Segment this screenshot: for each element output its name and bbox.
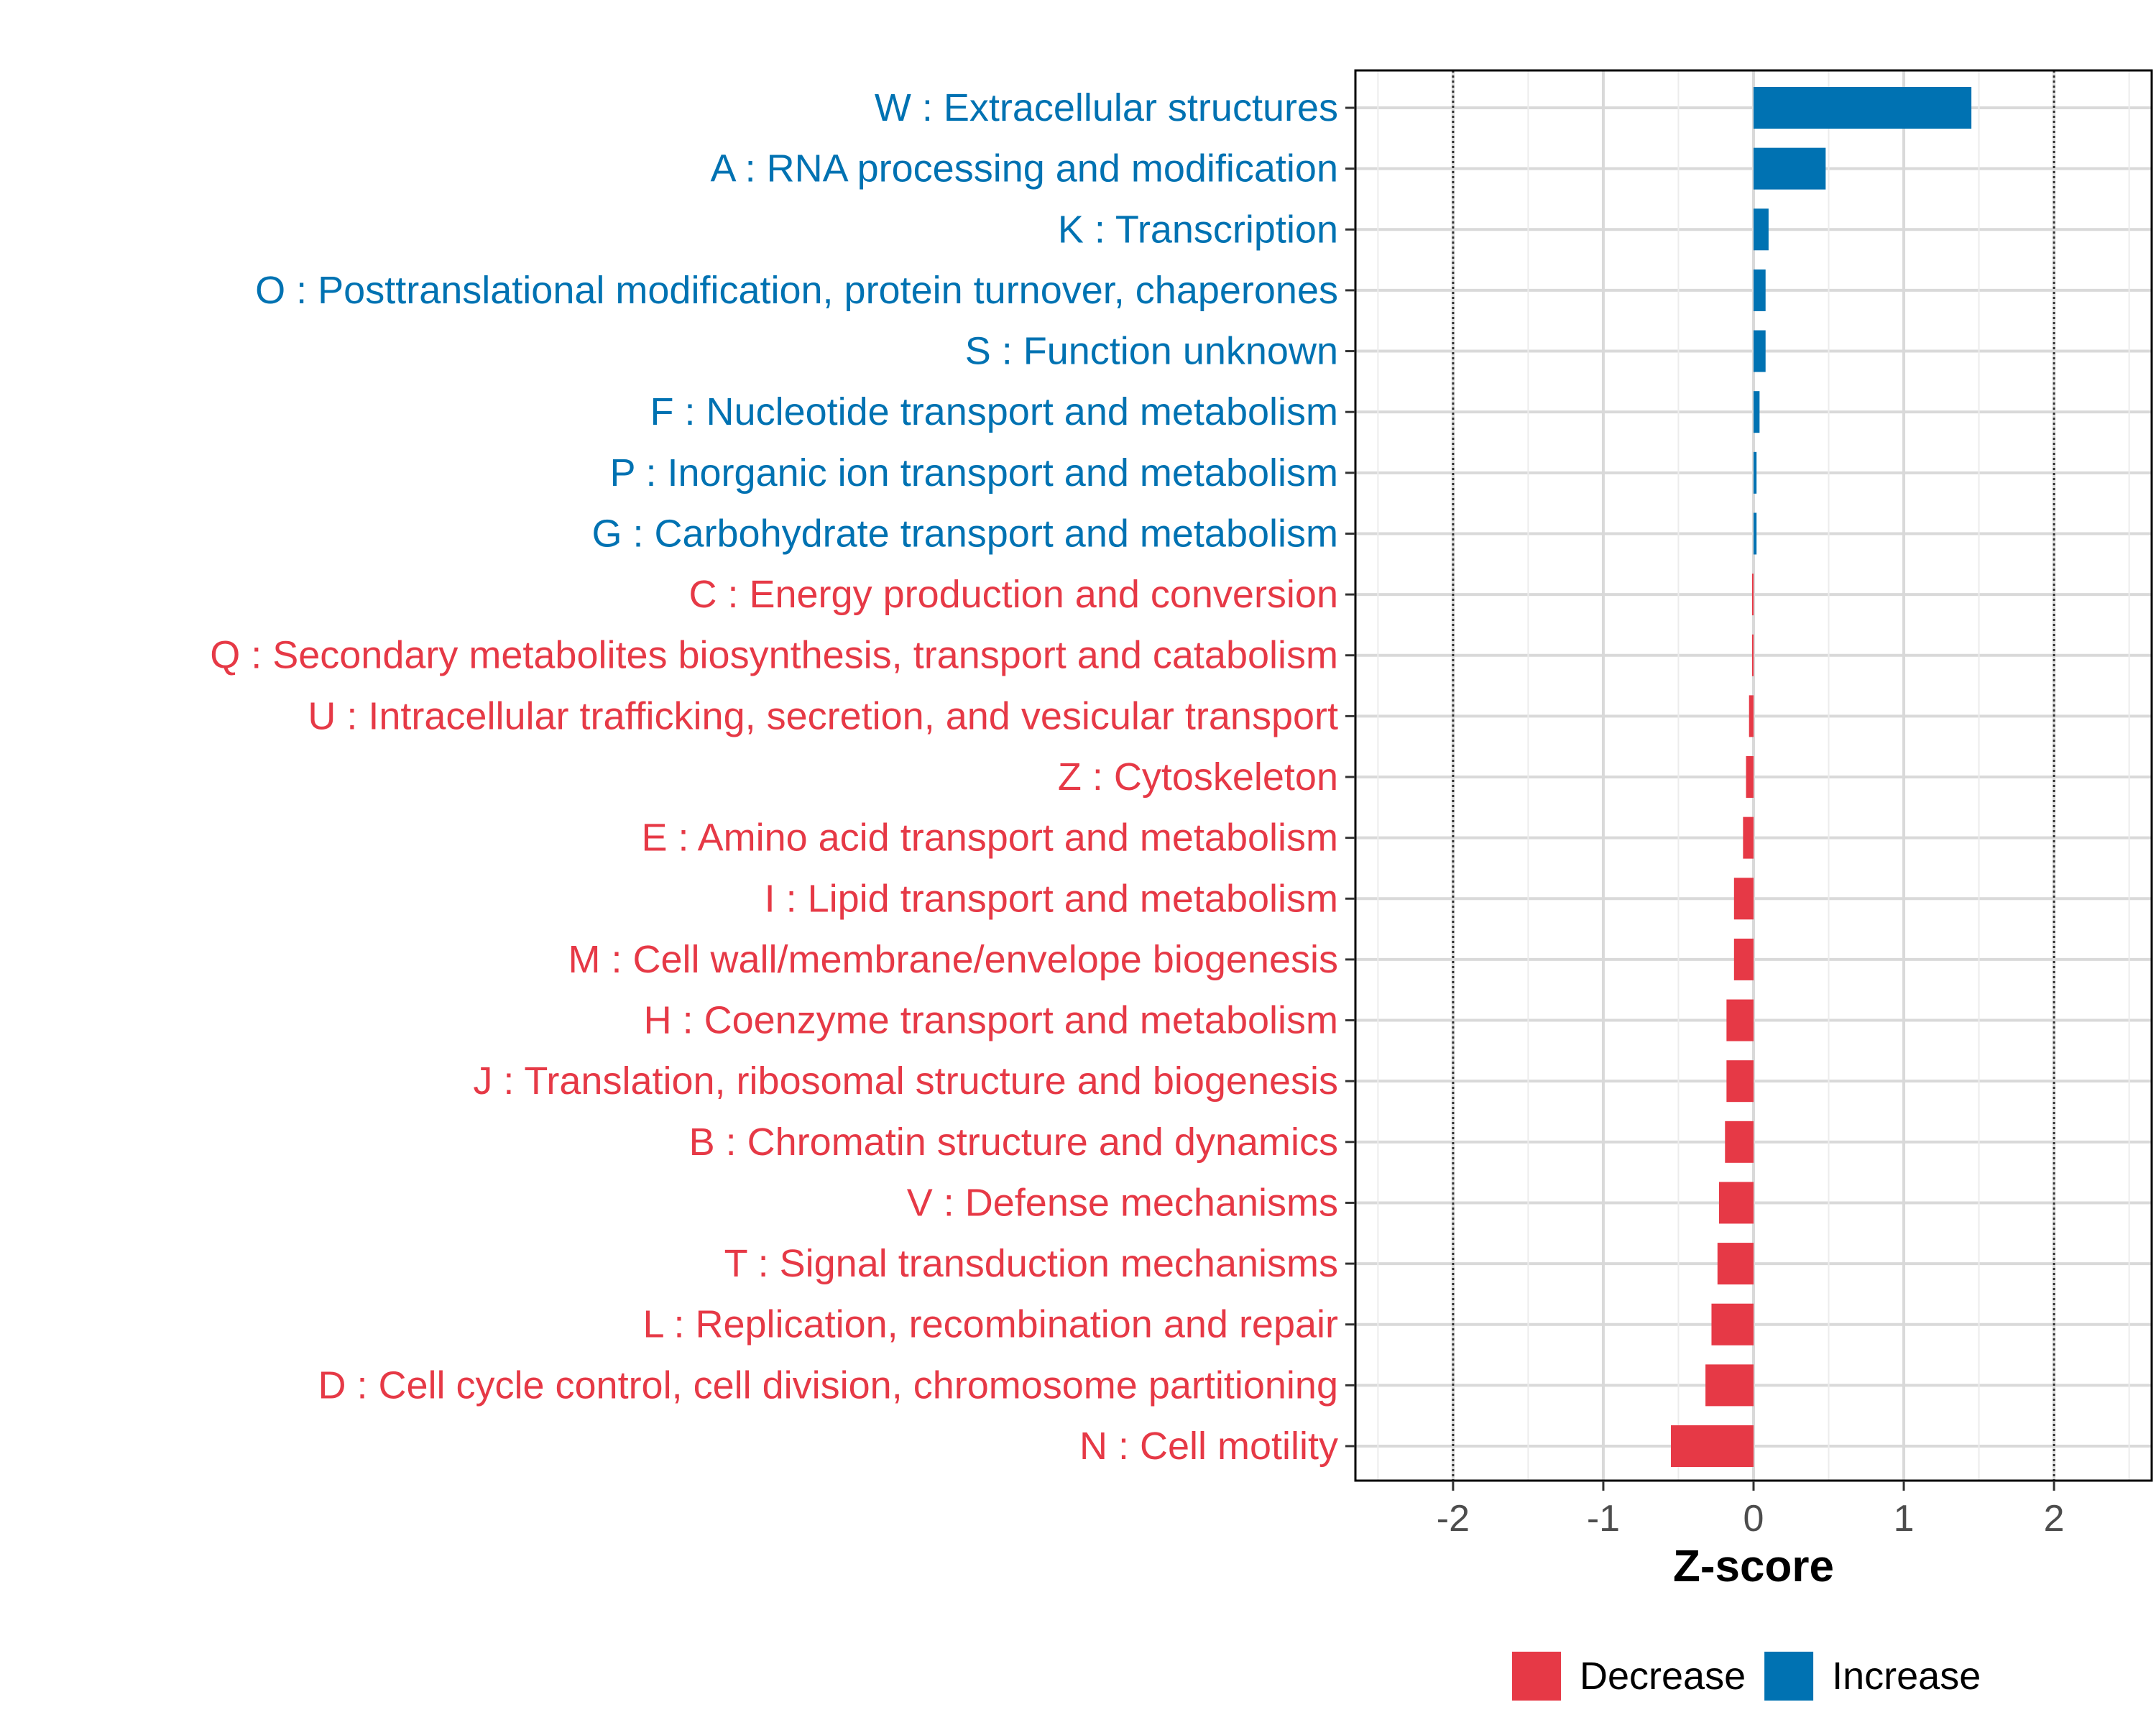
legend-swatch-decrease — [1512, 1652, 1561, 1701]
bar-m — [1733, 938, 1754, 980]
x-tick-label: 0 — [1743, 1498, 1764, 1540]
bar-p — [1754, 451, 1757, 494]
bar-a — [1754, 147, 1826, 190]
category-label: V : Defense mechanisms — [907, 1181, 1338, 1224]
category-label: K : Transcription — [1058, 208, 1338, 251]
x-axis-title: Z-score — [1673, 1542, 1834, 1591]
legend: Decrease Increase — [1512, 1652, 1981, 1701]
bar-e — [1743, 816, 1754, 859]
legend-swatch-increase — [1764, 1652, 1814, 1701]
bar-o — [1754, 269, 1766, 311]
category-label: L : Replication, recombination and repai… — [642, 1303, 1338, 1346]
bar-z — [1746, 756, 1754, 798]
category-label: Q : Secondary metabolites biosynthesis, … — [210, 634, 1338, 677]
x-tick-label: -2 — [1437, 1498, 1470, 1540]
bar-layer — [1671, 87, 1972, 1467]
bar-q — [1751, 634, 1754, 676]
bar-j — [1726, 1060, 1754, 1103]
legend-label-increase: Increase — [1832, 1655, 1981, 1698]
bar-f — [1754, 391, 1760, 433]
category-label: I : Lipid transport and metabolism — [765, 877, 1338, 920]
bar-i — [1733, 878, 1754, 920]
category-label: E : Amino acid transport and metabolism — [642, 816, 1338, 860]
category-label: C : Energy production and conversion — [688, 573, 1338, 616]
x-tick-label: -1 — [1587, 1498, 1620, 1540]
x-tick-label: 2 — [2044, 1498, 2065, 1540]
bar-n — [1671, 1425, 1754, 1467]
legend-label-decrease: Decrease — [1580, 1655, 1746, 1698]
category-label: S : Function unknown — [965, 330, 1338, 373]
bar-u — [1749, 695, 1754, 737]
category-label: U : Intracellular trafficking, secretion… — [308, 694, 1338, 737]
category-label: Z : Cytoskeleton — [1058, 755, 1338, 799]
category-label: N : Cell motility — [1079, 1425, 1338, 1468]
category-label: H : Coenzyme transport and metabolism — [644, 999, 1338, 1042]
bar-k — [1754, 208, 1769, 251]
category-label: W : Extracellular structures — [875, 86, 1338, 129]
bar-w — [1754, 87, 1972, 129]
y-axis: W : Extracellular structures A : RNA proc… — [210, 86, 1355, 1468]
bar-h — [1726, 999, 1754, 1041]
bar-g — [1754, 512, 1757, 555]
bar-t — [1717, 1243, 1754, 1285]
category-label: T : Signal transduction mechanisms — [724, 1242, 1338, 1285]
bar-l — [1711, 1303, 1754, 1346]
category-label: B : Chromatin structure and dynamics — [689, 1121, 1338, 1164]
bar-d — [1705, 1364, 1754, 1407]
x-tick-label: 1 — [1894, 1498, 1915, 1540]
category-label: J : Translation, ribosomal structure and… — [473, 1059, 1338, 1103]
category-label: G : Carbohydrate transport and metabolis… — [592, 512, 1339, 555]
bar-c — [1751, 574, 1754, 616]
bar-s — [1754, 330, 1766, 372]
category-label: M : Cell wall/membrane/envelope biogenes… — [568, 938, 1338, 981]
category-label: D : Cell cycle control, cell division, c… — [318, 1363, 1338, 1407]
x-axis: -2 -1 0 1 2 — [1437, 1481, 2065, 1540]
category-label: O : Posttranslational modification, prot… — [255, 269, 1338, 312]
category-label: A : RNA processing and modification — [711, 147, 1338, 190]
bar-v — [1718, 1182, 1754, 1224]
bar-b — [1725, 1121, 1754, 1163]
category-label: F : Nucleotide transport and metabolism — [650, 390, 1338, 433]
reference-lines — [1452, 70, 2055, 1481]
category-label: P : Inorganic ion transport and metaboli… — [609, 451, 1338, 494]
